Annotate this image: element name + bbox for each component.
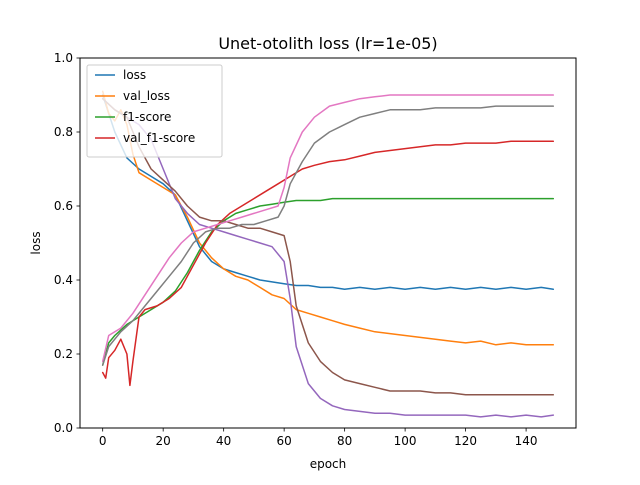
x-axis-ticks: 0 20 40 60 80 100 120 140 — [99, 428, 538, 448]
x-tick-label: 120 — [454, 434, 477, 448]
y-tick-label: 0.8 — [54, 125, 73, 139]
series-line-val_f1-score — [101, 140, 555, 387]
y-axis-ticks: 0.0 0.2 0.4 0.6 0.8 1.0 — [54, 51, 80, 435]
y-axis-label: loss — [29, 231, 43, 254]
chart-title: Unet-otolith loss (lr=1e-05) — [218, 34, 437, 53]
y-tick-label: 0.6 — [54, 199, 73, 213]
x-tick-label: 140 — [515, 434, 538, 448]
y-tick-label: 0.2 — [54, 347, 73, 361]
legend-label-val_f1-score: val_f1-score — [123, 131, 195, 145]
x-tick-label: 20 — [156, 434, 171, 448]
plot-area — [101, 90, 555, 418]
legend: loss val_loss f1-score val_f1-score — [86, 64, 223, 158]
legend-label-f1-score: f1-score — [123, 110, 171, 124]
series-line-unlabeled-7 — [101, 105, 555, 366]
y-tick-label: 0.0 — [54, 421, 73, 435]
plot-frame — [79, 57, 577, 429]
legend-box — [86, 64, 223, 158]
x-tick-label: 40 — [216, 434, 231, 448]
x-tick-label: 60 — [277, 434, 292, 448]
x-tick-label: 80 — [337, 434, 352, 448]
series-line-unlabeled-4 — [101, 97, 555, 418]
legend-label-loss: loss — [123, 68, 146, 82]
series-line-loss — [101, 94, 555, 291]
y-tick-label: 1.0 — [54, 51, 73, 65]
x-tick-label: 0 — [99, 434, 107, 448]
legend-label-val_loss: val_loss — [123, 89, 170, 103]
y-tick-label: 0.4 — [54, 273, 73, 287]
x-tick-label: 100 — [394, 434, 417, 448]
series-line-unlabeled-6 — [101, 94, 555, 363]
x-axis-label: epoch — [310, 457, 347, 471]
series-line-unlabeled-5 — [101, 97, 555, 396]
